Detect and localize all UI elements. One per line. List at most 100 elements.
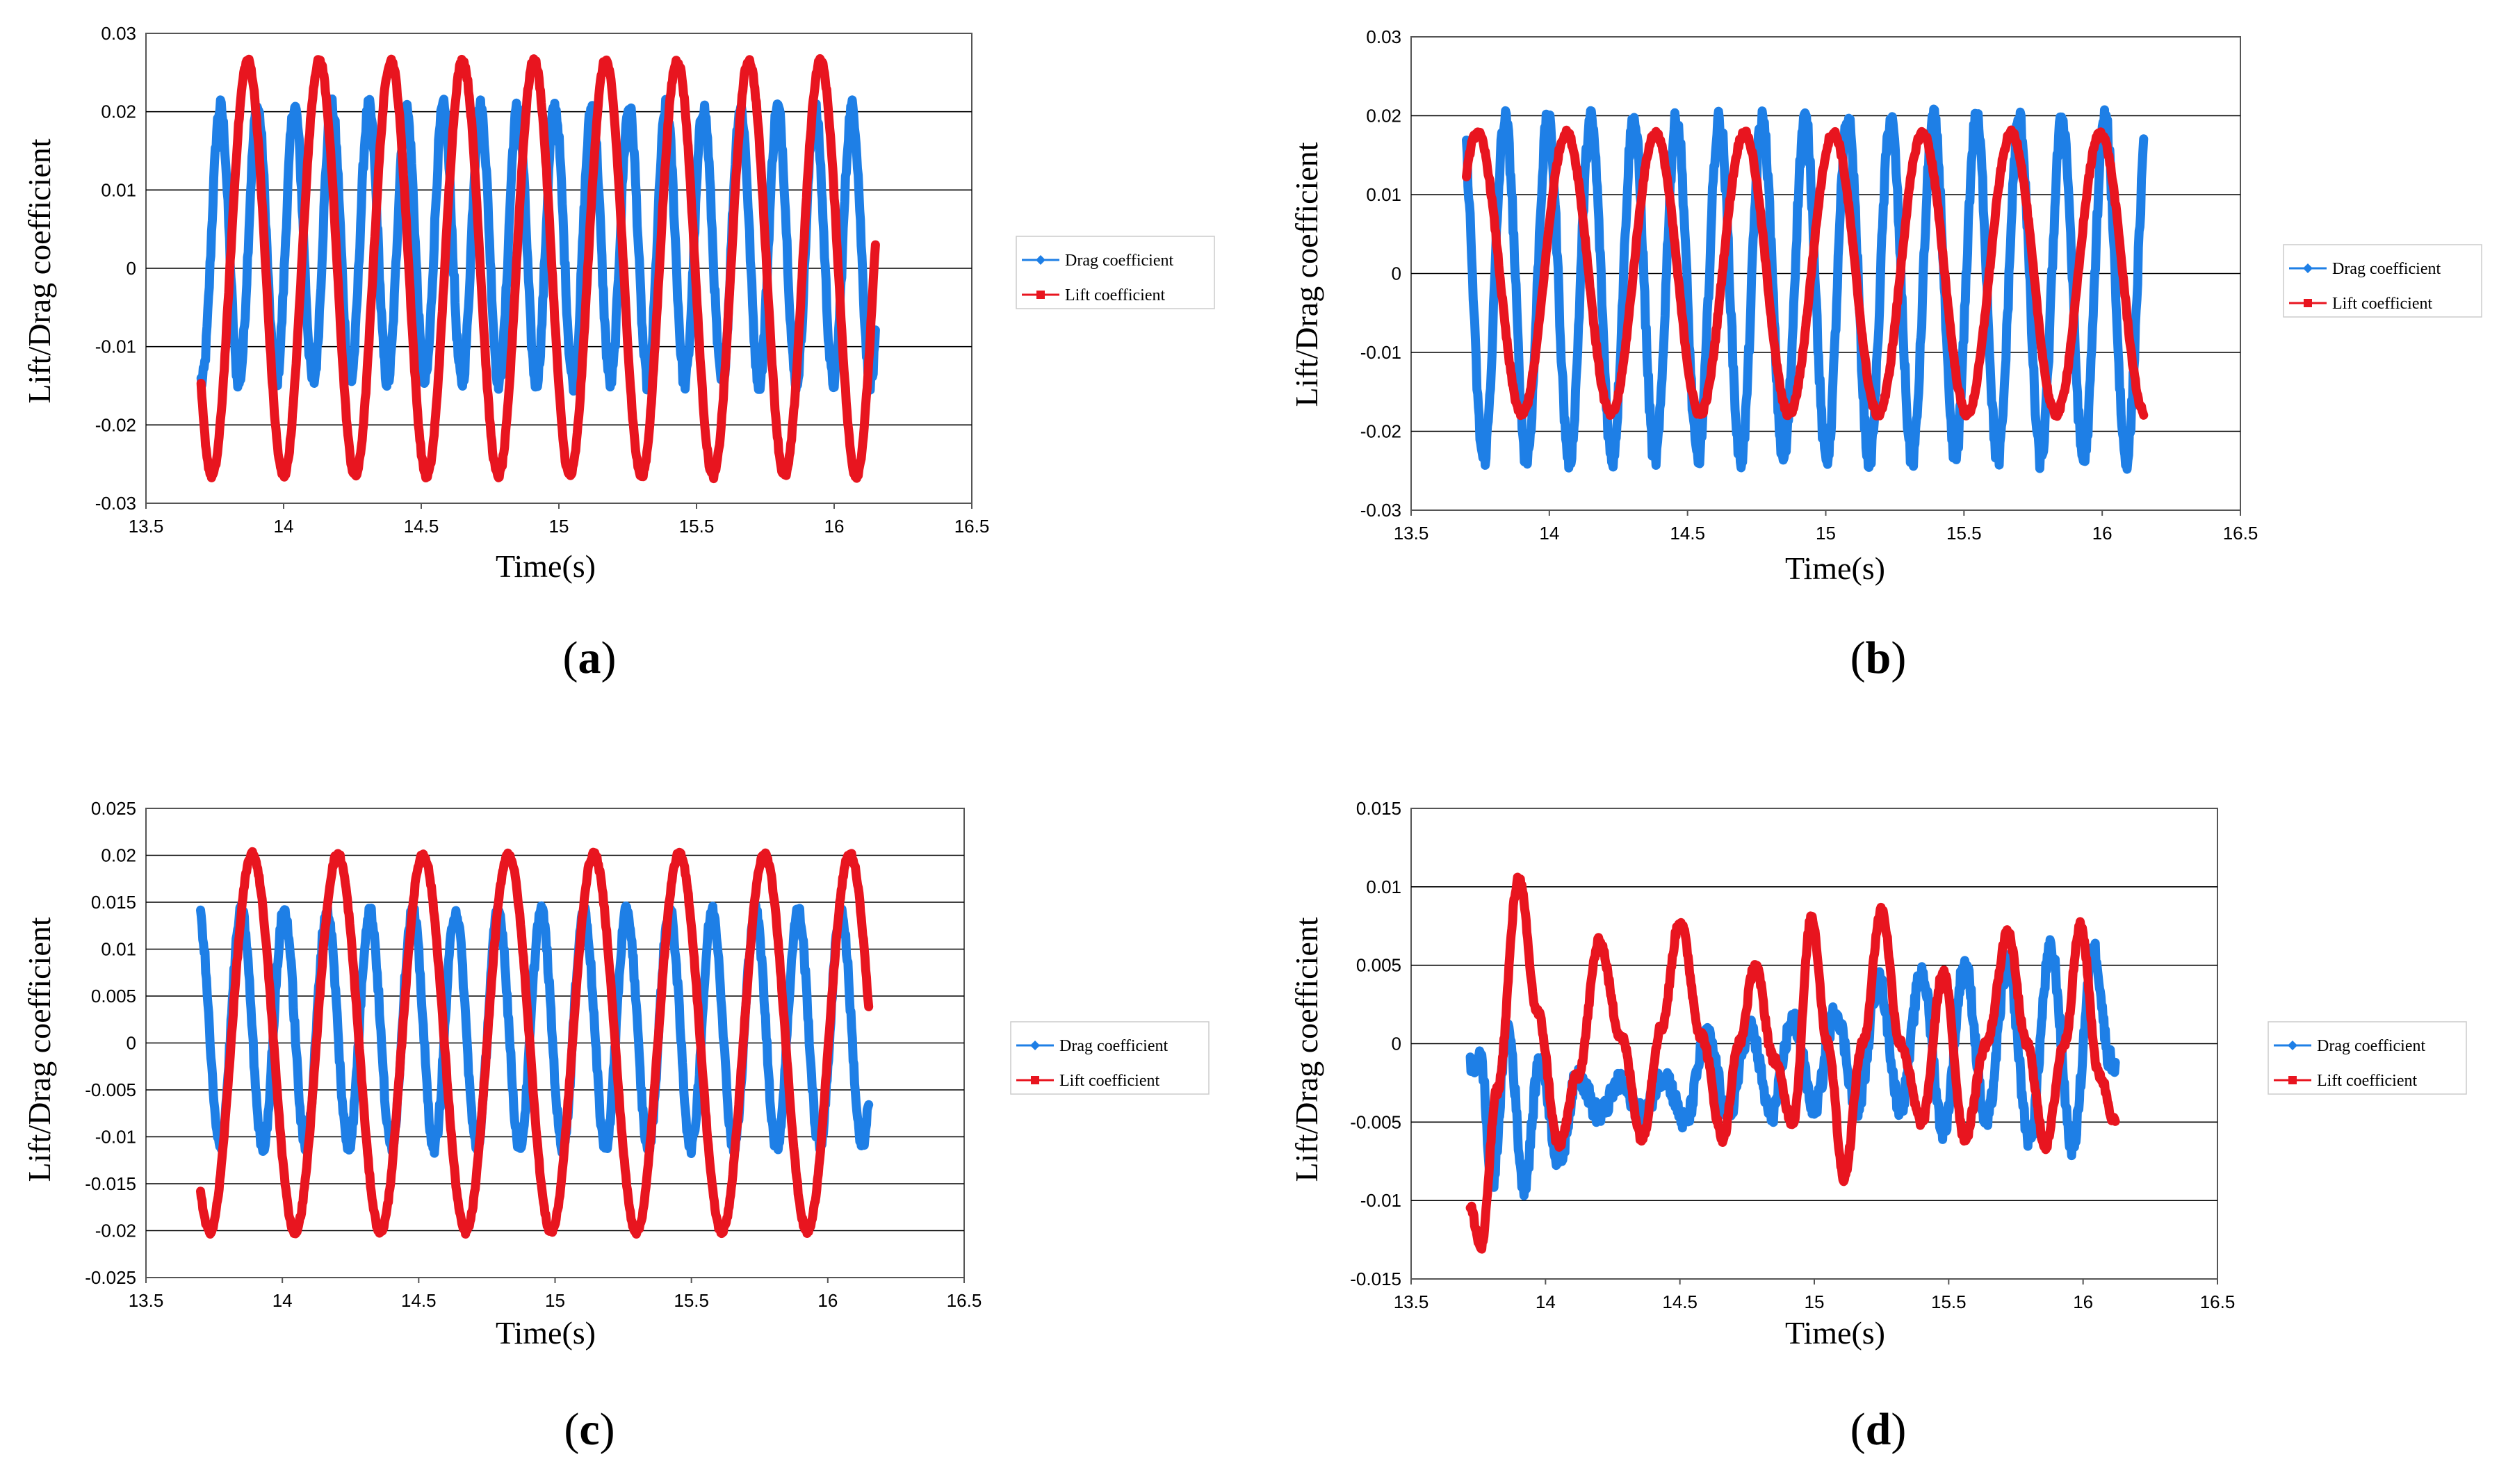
x-tick-label: 16.5 xyxy=(954,516,990,537)
lift-coefficient-series xyxy=(1462,125,2149,421)
drag-coefficient-series xyxy=(196,94,880,396)
x-tick-label: 14.5 xyxy=(401,1290,437,1311)
lift-coefficient-series xyxy=(1465,872,2120,1254)
y-axis-title: Lift/Drag coefficient xyxy=(22,917,57,1182)
legend-lift-label: Lift coefficient xyxy=(1059,1072,1159,1090)
y-tick-label: 0.01 xyxy=(101,179,136,200)
legend: Drag coefficient Lift coefficient xyxy=(1010,1021,1210,1095)
y-tick-label: -0.01 xyxy=(95,1127,136,1148)
y-tick-label: 0.01 xyxy=(1366,876,1401,897)
y-tick-label: 0.015 xyxy=(1356,798,1401,819)
x-tick-label: 14 xyxy=(272,1290,293,1311)
legend-drag-label: Drag coefficient xyxy=(2332,260,2441,278)
legend: Drag coefficient Lift coefficient xyxy=(2268,1021,2467,1095)
y-tick-label: 0.005 xyxy=(1356,955,1401,976)
x-tick-label: 16 xyxy=(2092,523,2113,544)
lift-coefficient-series xyxy=(196,54,880,484)
y-axis-title: Lift/Drag coefficient xyxy=(1289,142,1324,407)
x-tick-label: 15 xyxy=(549,516,569,537)
y-tick-label: -0.02 xyxy=(95,1221,136,1241)
panel-caption: (a) xyxy=(563,633,617,683)
legend-lift-label: Lift coefficient xyxy=(1065,286,1165,304)
legend-lift-marker xyxy=(1031,1076,1039,1084)
y-tick-label: 0 xyxy=(127,258,136,279)
x-tick-label: 15.5 xyxy=(674,1290,709,1311)
legend-drag-label: Drag coefficient xyxy=(1059,1037,1168,1055)
legend-drag-marker xyxy=(1036,255,1045,265)
x-tick-label: 14.5 xyxy=(1670,523,1705,544)
x-tick-label: 15.5 xyxy=(1931,1291,1967,1312)
x-axis-title: Time(s) xyxy=(496,548,596,584)
y-tick-label: 0.03 xyxy=(1366,26,1401,47)
y-tick-label: 0.02 xyxy=(101,845,136,866)
y-tick-label: 0.02 xyxy=(1366,106,1401,127)
x-tick-label: 14 xyxy=(1539,523,1559,544)
y-tick-label: -0.03 xyxy=(95,493,136,514)
x-tick-label: 15.5 xyxy=(1946,523,1982,544)
y-tick-label: -0.01 xyxy=(1360,342,1401,363)
x-tick-label: 14.5 xyxy=(1662,1291,1698,1312)
legend-lift-marker xyxy=(2304,299,2312,307)
legend: Drag coefficient Lift coefficient xyxy=(2283,244,2482,318)
x-tick-label: 14.5 xyxy=(404,516,439,537)
x-tick-label: 14 xyxy=(274,516,294,537)
y-tick-label: 0.03 xyxy=(101,23,136,44)
legend-box xyxy=(2268,1021,2467,1095)
lift-coefficient-series xyxy=(196,847,874,1239)
x-tick-label: 15 xyxy=(545,1290,565,1311)
chart-panel-c: 0.025 0.02 0.015 0.01 0.005 0 -0.005 -0.01 -0.01… xyxy=(22,798,1210,1455)
panel-caption: (d) xyxy=(1850,1404,1907,1455)
drag-coefficient-series xyxy=(1462,104,2149,474)
x-axis-title: Time(s) xyxy=(496,1315,596,1351)
legend-lift-marker xyxy=(1036,291,1045,299)
x-tick-label: 13.5 xyxy=(129,516,164,537)
y-tick-label: 0.01 xyxy=(101,939,136,960)
legend-lift-marker xyxy=(2288,1076,2297,1084)
y-axis-title: Lift/Drag coefficient xyxy=(22,138,57,403)
y-tick-label: -0.025 xyxy=(85,1267,136,1288)
y-tick-label: 0 xyxy=(127,1033,136,1054)
x-tick-label: 16.5 xyxy=(2200,1291,2236,1312)
y-tick-label: 0.015 xyxy=(91,892,136,913)
x-axis-title: Time(s) xyxy=(1785,1315,1885,1351)
legend: Drag coefficient Lift coefficient xyxy=(1016,236,1215,309)
y-tick-label: 0 xyxy=(1392,263,1401,284)
legend-box xyxy=(1016,236,1215,309)
y-tick-label: -0.015 xyxy=(1350,1269,1401,1289)
x-tick-label: 15 xyxy=(1816,523,1836,544)
x-tick-label: 15 xyxy=(1805,1291,1825,1312)
y-tick-label: -0.01 xyxy=(1360,1190,1401,1211)
y-tick-label: -0.02 xyxy=(1360,421,1401,442)
x-tick-label: 13.5 xyxy=(1394,523,1429,544)
legend-box xyxy=(1010,1021,1210,1095)
y-tick-label: -0.005 xyxy=(85,1079,136,1100)
x-tick-label: 16.5 xyxy=(2223,523,2258,544)
y-tick-label: -0.01 xyxy=(95,336,136,357)
legend-box xyxy=(2283,244,2482,318)
y-tick-label: 0.005 xyxy=(91,986,136,1006)
x-tick-label: 15.5 xyxy=(679,516,715,537)
x-tick-label: 14 xyxy=(1536,1291,1556,1312)
panel-caption: (c) xyxy=(564,1404,614,1455)
x-tick-label: 13.5 xyxy=(1394,1291,1429,1312)
y-tick-label: 0.025 xyxy=(91,798,136,819)
legend-drag-marker xyxy=(2303,263,2313,273)
legend-drag-label: Drag coefficient xyxy=(1065,252,1173,270)
y-tick-label: -0.03 xyxy=(1360,500,1401,521)
y-tick-label: 0.02 xyxy=(101,101,136,122)
y-tick-label: -0.005 xyxy=(1350,1111,1401,1132)
y-tick-label: 0.01 xyxy=(1366,184,1401,205)
legend-lift-label: Lift coefficient xyxy=(2332,295,2432,313)
legend-lift-label: Lift coefficient xyxy=(2317,1072,2417,1090)
x-tick-label: 13.5 xyxy=(129,1290,164,1311)
x-axis-title: Time(s) xyxy=(1785,551,1885,586)
y-tick-label: -0.015 xyxy=(85,1173,136,1194)
y-tick-label: -0.02 xyxy=(95,414,136,435)
x-tick-label: 16 xyxy=(817,1290,838,1311)
x-tick-label: 16 xyxy=(2073,1291,2093,1312)
panel-caption: (b) xyxy=(1850,633,1907,683)
